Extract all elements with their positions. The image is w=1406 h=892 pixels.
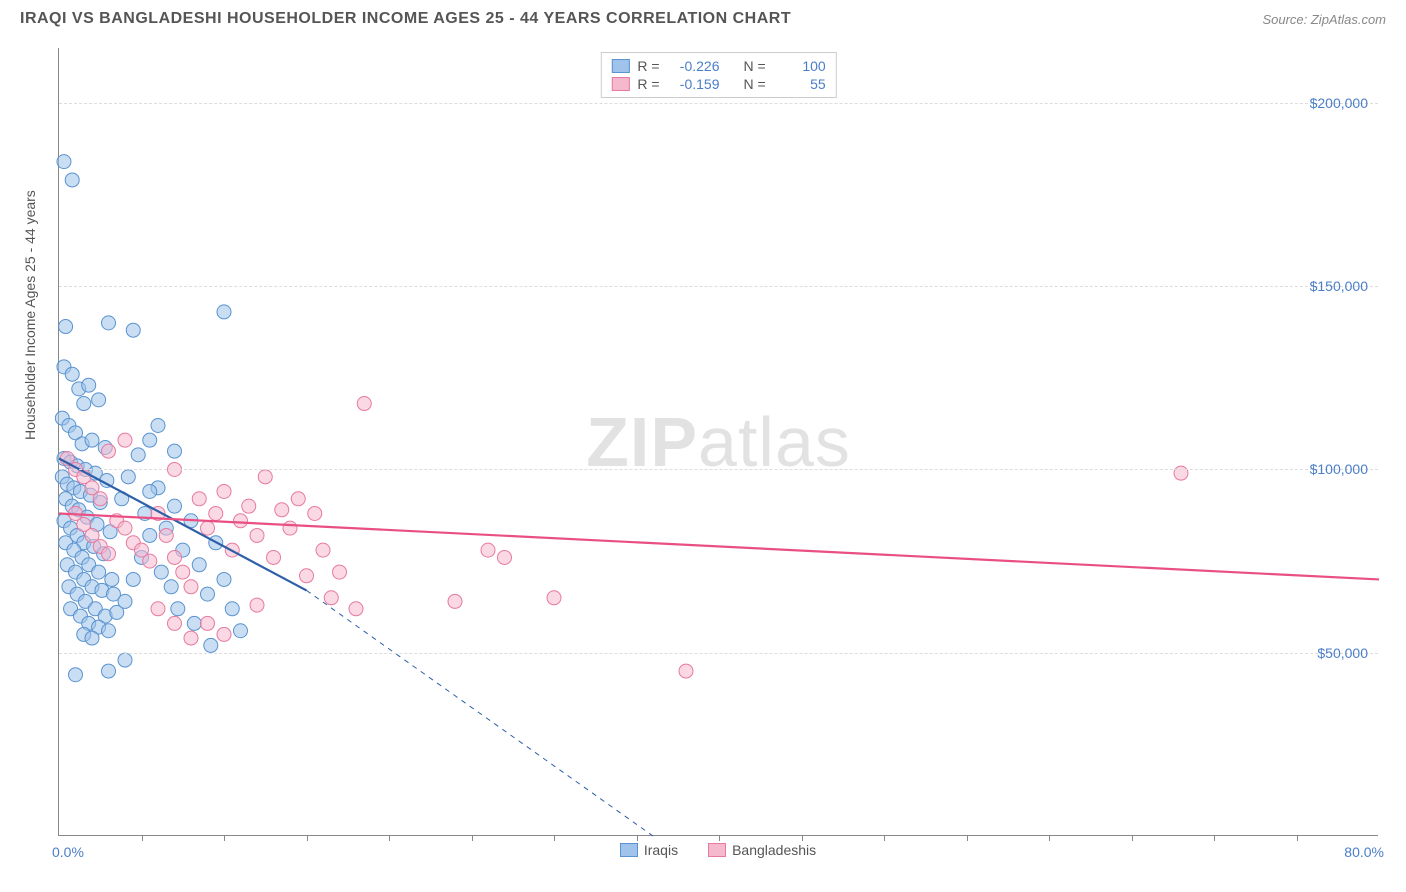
legend-row-bangladeshis: R = -0.159 N = 55 [611,75,825,93]
swatch-iraqis [611,59,629,73]
scatter-plot-svg [59,48,1378,835]
chart-header: IRAQI VS BANGLADESHI HOUSEHOLDER INCOME … [0,0,1406,34]
series-legend: Iraqis Bangladeshis [58,842,1378,858]
swatch-bangladeshis [611,77,629,91]
swatch-bangladeshis-icon [708,843,726,857]
legend-item-iraqis: Iraqis [620,842,678,858]
chart-title: IRAQI VS BANGLADESHI HOUSEHOLDER INCOME … [20,10,791,28]
correlation-legend: R = -0.226 N = 100 R = -0.159 N = 55 [600,52,836,98]
y-axis-label: Householder Income Ages 25 - 44 years [22,190,38,440]
source-attribution: Source: ZipAtlas.com [1262,12,1386,27]
y-tick-label: $50,000 [1317,645,1368,661]
plot-area: ZIPatlas R = -0.226 N = 100 R = -0.159 N… [58,48,1378,836]
y-tick-label: $200,000 [1310,95,1368,111]
legend-row-iraqis: R = -0.226 N = 100 [611,57,825,75]
y-tick-label: $150,000 [1310,278,1368,294]
y-tick-label: $100,000 [1310,461,1368,477]
legend-item-bangladeshis: Bangladeshis [708,842,816,858]
swatch-iraqis-icon [620,843,638,857]
